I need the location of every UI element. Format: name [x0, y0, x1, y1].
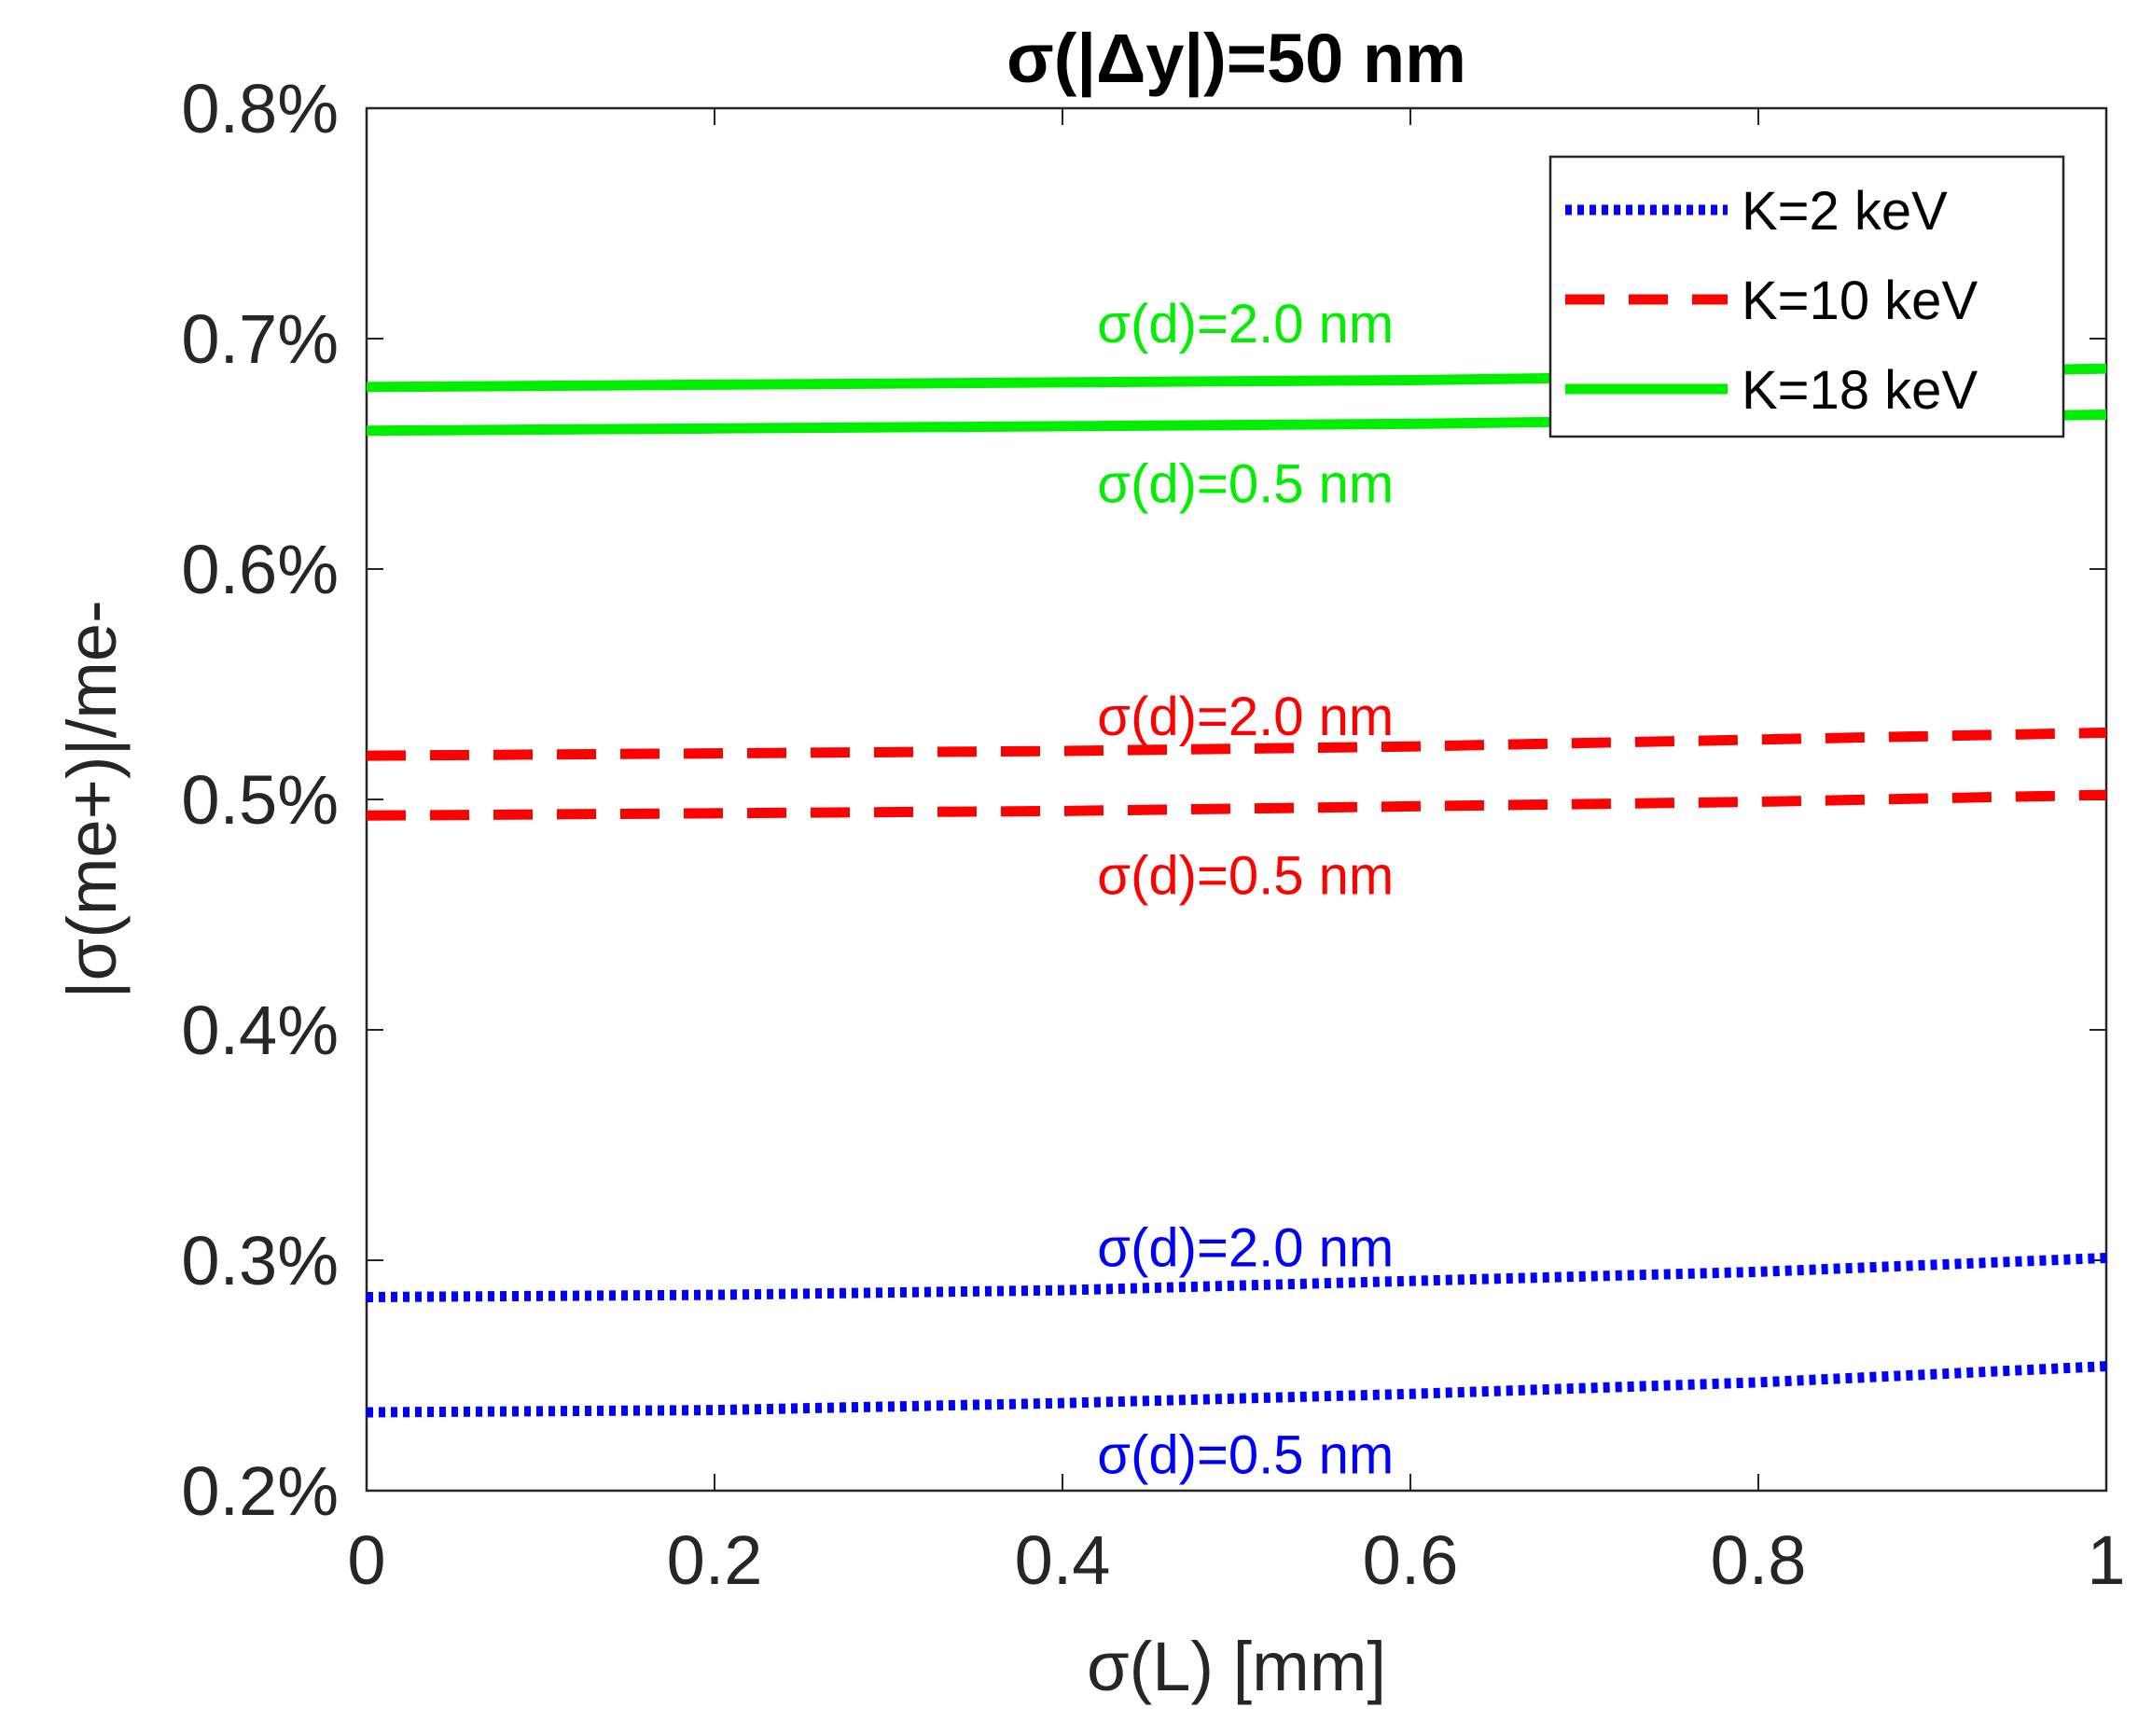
sigma-d-annotation: σ(d)=0.5 nm: [1097, 1425, 1394, 1486]
legend-label: K=2 keV: [1742, 181, 1948, 242]
y-axis-title: |σ(me+)|/me-: [53, 600, 131, 998]
sigma-d-annotation: σ(d)=2.0 nm: [1097, 1217, 1394, 1278]
legend-label: K=18 keV: [1742, 360, 1978, 421]
y-tick-label: 0.6%: [181, 531, 339, 608]
x-tick-label: 0.2: [667, 1521, 763, 1599]
x-axis-title: σ(L) [mm]: [1087, 1628, 1386, 1705]
x-tick-label: 0.6: [1363, 1521, 1459, 1599]
x-tick-label: 0.4: [1015, 1521, 1111, 1599]
sigma-d-annotation: σ(d)=0.5 nm: [1097, 846, 1394, 907]
sigma-d-annotation: σ(d)=0.5 nm: [1097, 454, 1394, 515]
series-line-K10[interactable]: [366, 789, 2107, 821]
sigma-d-annotation: σ(d)=2.0 nm: [1097, 294, 1394, 354]
sigma-d-annotation: σ(d)=2.0 nm: [1097, 687, 1394, 747]
series-line-K10[interactable]: [366, 727, 2107, 761]
x-tick-label: 0: [347, 1521, 385, 1599]
y-tick-label: 0.5%: [181, 761, 339, 839]
y-tick-label: 0.8%: [181, 70, 339, 147]
chart-title: σ(|Δy|)=50 nm: [1007, 20, 1466, 98]
y-tick-label: 0.3%: [181, 1222, 339, 1299]
x-tick-label: 1: [2087, 1521, 2125, 1599]
y-tick-label: 0.4%: [181, 992, 339, 1069]
legend-label: K=10 keV: [1742, 271, 1978, 331]
y-tick-label: 0.7%: [181, 300, 339, 378]
y-tick-label: 0.2%: [181, 1452, 339, 1530]
x-tick-label: 0.8: [1711, 1521, 1807, 1599]
